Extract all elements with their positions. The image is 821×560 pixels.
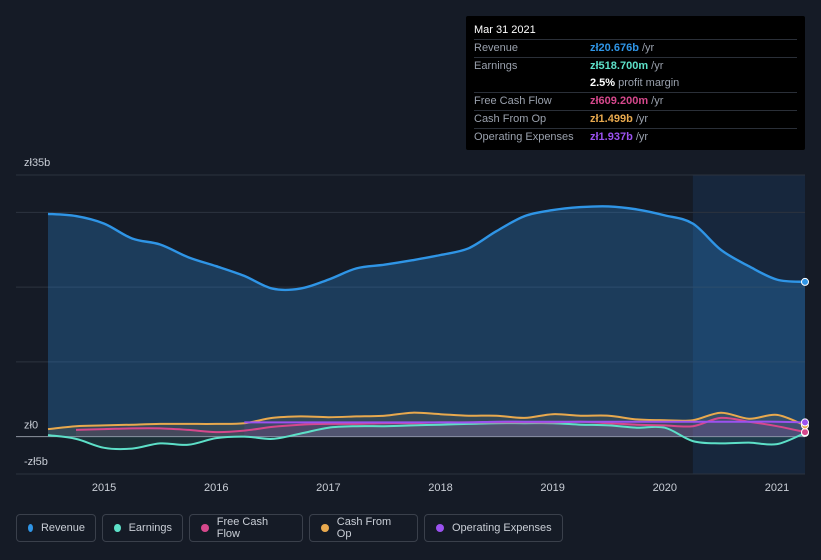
revenue-endpoint [801, 277, 809, 286]
x-tick-label: 2017 [316, 482, 340, 494]
tooltip-row-unit: /yr [635, 113, 649, 125]
tooltip-row: Cash From Op zł1.499b /yr [474, 110, 797, 128]
tooltip-date: Mar 31 2021 [474, 24, 536, 36]
y-tick-label: zł35b [24, 157, 50, 169]
legend-label: Operating Expenses [452, 522, 552, 534]
legend-item-free-cash-flow[interactable]: Free Cash Flow [189, 514, 303, 542]
tooltip-row: Earnings zł518.700m /yr [474, 57, 797, 75]
tooltip-row-value: zł609.200m /yr [590, 95, 664, 107]
free-cash-flow-endpoint [801, 428, 809, 437]
x-tick-label: 2016 [204, 482, 228, 494]
tooltip-row-unit: /yr [635, 131, 649, 143]
y-tick-label: -zł5b [24, 456, 48, 468]
tooltip-row-label: Revenue [474, 42, 519, 54]
tooltip-row-unit: /yr [651, 60, 664, 72]
legend-item-cash-from-op[interactable]: Cash From Op [309, 514, 418, 542]
legend-dot-icon [321, 524, 329, 532]
operating-expenses-endpoint [801, 418, 809, 427]
tooltip-row-unit: /yr [651, 95, 664, 107]
earnings-area [48, 423, 805, 450]
tooltip-row-value: zł1.499b /yr [590, 113, 649, 125]
x-tick-label: 2020 [653, 482, 677, 494]
legend-dot-icon [28, 524, 33, 532]
tooltip-row-value: 2.5% profit margin [590, 77, 680, 89]
revenue-area [48, 206, 805, 437]
forecast-highlight-band [692, 175, 805, 474]
x-tick-label: 2019 [540, 482, 564, 494]
tooltip-row-label: Cash From Op [474, 113, 547, 125]
tooltip-row: Revenue zł20.676b /yr [474, 39, 797, 57]
x-tick-label: 2015 [92, 482, 116, 494]
legend-label: Earnings [128, 522, 172, 534]
legend-label: Revenue [40, 522, 85, 534]
legend-item-earnings[interactable]: Earnings [102, 514, 183, 542]
legend-item-revenue[interactable]: Revenue [16, 514, 96, 542]
revenue-line [47, 205, 806, 292]
tooltip-row-value: zł20.676b /yr [590, 42, 655, 54]
cash-from-op-line [47, 411, 806, 431]
free-cash-flow-area [76, 417, 805, 437]
tooltip-row: Operating Expenses zł1.937b /yr [474, 128, 797, 146]
legend-dot-icon [436, 524, 444, 532]
x-tick-label: 2018 [428, 482, 452, 494]
y-tick-label: zł0 [24, 420, 38, 432]
tooltip-row-label: Earnings [474, 60, 518, 72]
operating-expenses-line [244, 420, 806, 424]
legend-dot-icon [114, 524, 121, 532]
earnings-line [47, 422, 806, 451]
legend-item-operating-expenses[interactable]: Operating Expenses [424, 514, 563, 542]
tooltip-row-value: zł1.937b /yr [590, 131, 649, 143]
tooltip-row-unit: /yr [641, 42, 655, 54]
x-tick-label: 2021 [765, 482, 789, 494]
tooltip-row: Free Cash Flow zł609.200m /yr [474, 92, 797, 110]
tooltip-row: 2.5% profit margin [474, 75, 797, 92]
tooltip-row-value: zł518.700m /yr [590, 60, 664, 72]
tooltip-row-unit: profit margin [618, 77, 680, 89]
legend-dot-icon [201, 524, 209, 532]
tooltip-row-label: Free Cash Flow [474, 95, 552, 107]
tooltip-row-label: Operating Expenses [474, 131, 574, 143]
legend-label: Cash From Op [336, 516, 392, 540]
tooltip-panel: Mar 31 2021 Revenue zł20.676b /yr Earnings… [466, 16, 805, 150]
legend-label: Free Cash Flow [216, 516, 269, 540]
